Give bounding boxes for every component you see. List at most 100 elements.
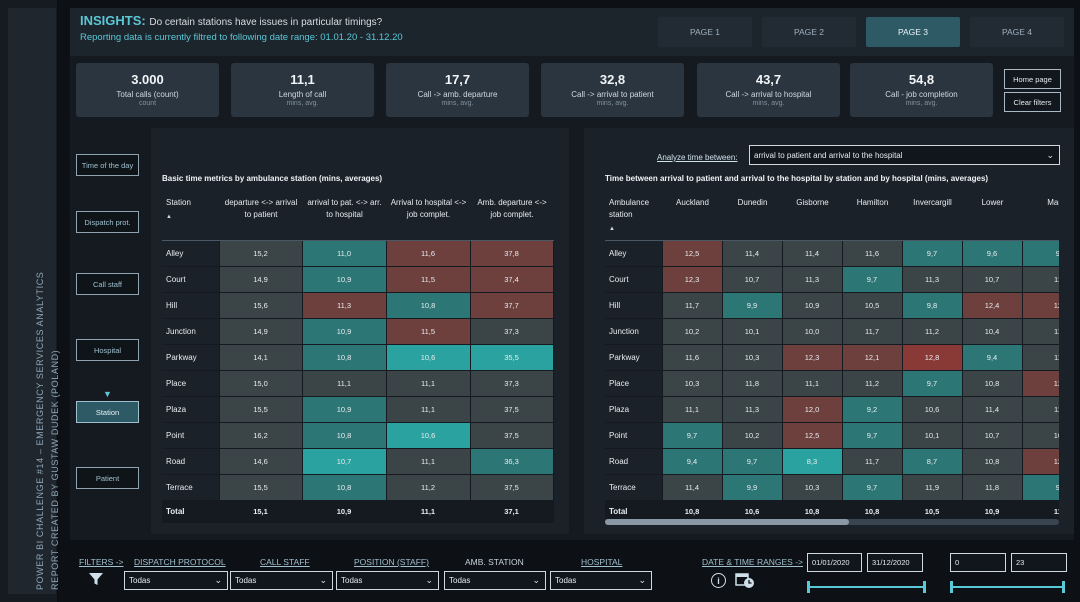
table-cell[interactable]: 37,4 [469, 265, 554, 293]
table-cell[interactable]: 11,6 [1021, 343, 1059, 371]
table-cell[interactable]: 11,1 [301, 369, 387, 397]
table-cell[interactable]: 10,9 [301, 317, 387, 345]
table-cell[interactable]: 10,3 [781, 473, 843, 501]
table-cell[interactable]: 36,3 [469, 447, 554, 475]
table-cell[interactable]: 10,9 [781, 291, 843, 319]
table-row[interactable]: Alley 15,2 11,0 11,6 37,8 [162, 239, 554, 267]
col-header-arr-pat-arr-hosp[interactable]: arrival to pat. <-> arr. to hospital [302, 194, 386, 241]
table-cell[interactable]: 12,1 [1021, 447, 1059, 475]
table-row[interactable]: Junction 14,9 10,9 11,5 37,3 [162, 317, 554, 345]
filter-icon[interactable] [88, 571, 104, 587]
table-cell[interactable]: 11,9 [901, 473, 963, 501]
table-cell[interactable]: 12,4 [961, 291, 1023, 319]
table-cell[interactable]: 10,6 [385, 421, 471, 449]
table-cell[interactable]: 11,5 [385, 317, 471, 345]
table-cell[interactable]: 10,5 [841, 291, 903, 319]
analyze-dropdown[interactable]: arrival to patient and arrival to the ho… [749, 145, 1060, 165]
table-cell[interactable]: 11,5 [385, 265, 471, 293]
col-header-manuka[interactable]: Manuka [1022, 194, 1059, 241]
col-header-dunedin[interactable]: Dunedin [722, 194, 782, 241]
table-cell[interactable]: 9,4 [661, 447, 723, 475]
table-cell[interactable]: 12,1 [1021, 291, 1059, 319]
table-cell[interactable]: 8,7 [901, 447, 963, 475]
table-cell[interactable]: 10,8 [301, 473, 387, 501]
table-cell[interactable]: 14,1 [218, 343, 303, 371]
hour-to-input[interactable]: 23 [1011, 553, 1067, 572]
table-cell[interactable]: 10,9 [301, 265, 387, 293]
table-cell[interactable]: 10,2 [721, 421, 783, 449]
table-cell[interactable]: 9,7 [841, 421, 903, 449]
table-cell[interactable]: 10,7 [961, 265, 1023, 293]
clear-filters-button[interactable]: Clear filters [1004, 92, 1061, 112]
col-header-dep-arr-patient[interactable]: departure <-> arrival to patient [219, 194, 302, 241]
date-from-input[interactable]: 01/01/2020 [807, 553, 862, 572]
filter-call-staff[interactable]: Call staff [76, 273, 139, 295]
table-cell[interactable]: 9,2 [841, 395, 903, 423]
table-cell[interactable]: 37,5 [469, 421, 554, 449]
table-row[interactable]: Parkway 14,1 10,8 10,6 35,5 [162, 343, 554, 371]
col-header-invercargill[interactable]: Invercargill [902, 194, 962, 241]
filter-patient[interactable]: Patient [76, 467, 139, 489]
date-to-input[interactable]: 31/12/2020 [867, 553, 923, 572]
table-cell[interactable]: 10,6 [385, 343, 471, 371]
table-cell[interactable]: 12,1 [841, 343, 903, 371]
table-cell[interactable]: 9,7 [661, 421, 723, 449]
table-cell[interactable]: 11,3 [721, 395, 783, 423]
hour-range-slider[interactable] [950, 581, 1065, 593]
table-cell[interactable]: 11,0 [301, 239, 387, 267]
filter-hospital[interactable]: Hospital [76, 339, 139, 361]
table-cell[interactable]: 9,4 [961, 343, 1023, 371]
table-cell[interactable]: 10,8 [961, 447, 1023, 475]
table-cell[interactable]: 11,7 [841, 447, 903, 475]
amb-station-select[interactable]: Todas ⌄ [444, 571, 546, 590]
table-cell[interactable]: 9,2 [1021, 239, 1059, 267]
table-cell[interactable]: 9,9 [721, 291, 783, 319]
table-row[interactable]: Terrace 15,5 10,8 11,2 37,5 [162, 473, 554, 501]
table-cell[interactable]: 10,0 [781, 317, 843, 345]
table-cell[interactable]: 12,5 [781, 421, 843, 449]
table-cell[interactable]: 16,2 [218, 421, 303, 449]
table-row[interactable]: Place 15,0 11,1 11,1 37,3 [162, 369, 554, 397]
table-cell[interactable]: 10,8 [301, 421, 387, 449]
table-cell[interactable]: 11,6 [841, 239, 903, 267]
table-cell[interactable]: 11,3 [1021, 317, 1059, 345]
table-cell[interactable]: 37,3 [469, 369, 554, 397]
table-cell[interactable]: 11,1 [385, 447, 471, 475]
table-cell[interactable]: 12,0 [781, 395, 843, 423]
table-cell[interactable]: 10,4 [961, 317, 1023, 345]
table-cell[interactable]: 14,9 [218, 265, 303, 293]
table-cell[interactable]: 37,8 [469, 239, 554, 267]
table-cell[interactable]: 9,7 [901, 239, 963, 267]
table-cell[interactable]: 12,2 [1021, 369, 1059, 397]
slider-handle[interactable] [1062, 581, 1065, 593]
table-row[interactable]: Court 14,9 10,9 11,5 37,4 [162, 265, 554, 293]
col-header-hamilton[interactable]: Hamilton [842, 194, 902, 241]
table-cell[interactable]: 10,1 [721, 317, 783, 345]
table-row[interactable]: Point 16,2 10,8 10,6 37,5 [162, 421, 554, 449]
slider-handle[interactable] [807, 581, 810, 593]
page-2-button[interactable]: PAGE 2 [762, 17, 856, 47]
table-cell[interactable]: 14,6 [218, 447, 303, 475]
table-cell[interactable]: 9,6 [961, 239, 1023, 267]
table-cell[interactable]: 12,3 [661, 265, 723, 293]
calendar-clock-icon[interactable] [735, 571, 755, 589]
table-cell[interactable]: 11,4 [661, 473, 723, 501]
table-cell[interactable]: 11,2 [901, 317, 963, 345]
col-header-lower[interactable]: Lower [962, 194, 1022, 241]
col-header-auckland[interactable]: Auckland [662, 194, 722, 241]
table-cell[interactable]: 9,7 [841, 473, 903, 501]
filter-station[interactable]: Station [76, 401, 139, 423]
table-cell[interactable]: 10,7 [301, 447, 387, 475]
table-cell[interactable]: 10,8 [961, 369, 1023, 397]
table-cell[interactable]: 11,2 [385, 473, 471, 501]
scrollbar-thumb[interactable] [605, 519, 849, 525]
table-cell[interactable]: 10,7 [961, 421, 1023, 449]
table-cell[interactable]: 11,7 [661, 291, 723, 319]
col-header-station[interactable]: Station ▲ [162, 194, 219, 241]
table-cell[interactable]: 11,2 [841, 369, 903, 397]
table-cell[interactable]: 9,9 [721, 473, 783, 501]
